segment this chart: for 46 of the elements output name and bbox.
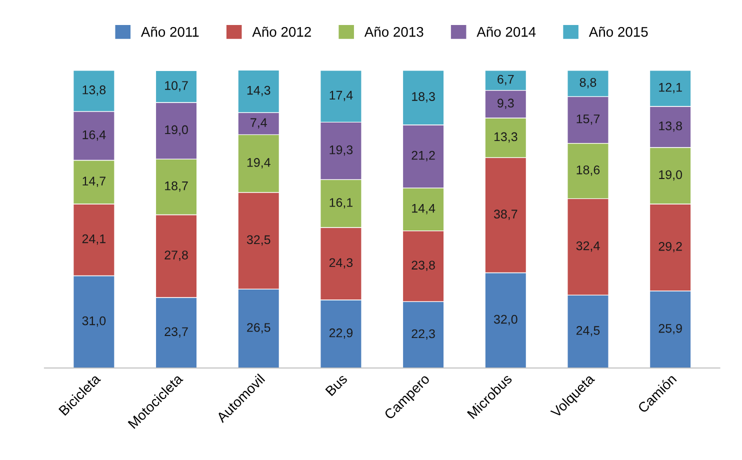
data-label: 32,4 [576, 241, 600, 252]
x-tick-label: Bus [325, 374, 348, 396]
data-label: 19,4 [247, 158, 270, 168]
legend-label: Año 2013 [364, 26, 424, 37]
data-label: 27,8 [164, 250, 188, 261]
data-label: 15,7 [576, 114, 600, 125]
data-label: 19,0 [659, 170, 682, 181]
data-label: 16,4 [82, 130, 106, 141]
data-label: 19,0 [165, 125, 188, 136]
data-label: 29,2 [658, 242, 682, 252]
data-label: 21,2 [412, 150, 435, 162]
data-label: 13,8 [82, 85, 106, 96]
legend-label: Año 2015 [588, 26, 648, 37]
data-label: 14,3 [247, 86, 270, 96]
data-label: 25,9 [658, 324, 682, 334]
data-label: 24,1 [82, 234, 106, 245]
data-label: 14,4 [412, 204, 436, 214]
data-label: 22,3 [412, 329, 435, 340]
data-label: 18,3 [412, 92, 435, 102]
legend-label: Año 2012 [252, 26, 311, 37]
data-label: 8,8 [580, 78, 596, 88]
data-label: 23,8 [412, 260, 435, 272]
data-label: 19,3 [330, 145, 353, 156]
data-label: 31,0 [82, 316, 106, 327]
data-label: 14,7 [82, 176, 106, 187]
legend-label: Año 2011 [140, 26, 199, 37]
data-label: 6,7 [498, 74, 514, 86]
data-label: 10,7 [165, 81, 188, 92]
data-label: 13,3 [494, 132, 518, 143]
data-label: 17,4 [330, 90, 353, 102]
data-label: 24,5 [576, 326, 600, 336]
data-label: 32,0 [494, 314, 518, 326]
data-label: 22,9 [329, 328, 353, 339]
data-label: 32,5 [246, 235, 270, 246]
data-label: 38,7 [494, 210, 518, 220]
data-label: 7,4 [250, 118, 267, 128]
data-label: 18,6 [576, 165, 600, 176]
data-label: 16,1 [330, 198, 353, 208]
data-label: 18,7 [165, 181, 188, 192]
data-label: 26,5 [247, 323, 270, 334]
data-label: 23,7 [164, 327, 188, 338]
data-label: 12,1 [659, 82, 682, 94]
data-label: 13,8 [659, 121, 682, 132]
data-label: 9,3 [498, 98, 514, 110]
data-label: 24,3 [329, 258, 353, 269]
legend-label: Año 2014 [476, 26, 536, 37]
